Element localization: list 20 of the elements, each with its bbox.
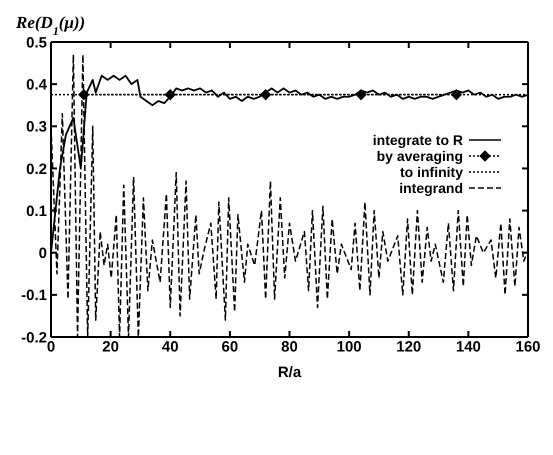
legend-label: to infinity [400,164,464,180]
y-tick-label: 0.2 [26,160,47,178]
x-tick-label: 40 [162,338,179,356]
x-tick-label: 60 [222,338,238,356]
y-tick-label: 0 [38,245,47,262]
x-axis-title: R/a [278,364,302,381]
y-tick-label: 0.4 [26,76,48,94]
legend-label: by averaging [376,148,463,164]
x-tick-label: 100 [336,338,362,356]
x-tick-label: 160 [515,338,541,356]
y-tick-label: -0.2 [21,329,47,346]
y-tick-label: -0.1 [21,287,47,304]
x-tick-label: 80 [281,338,298,356]
x-tick-label: 140 [456,338,481,356]
legend-label: integrand [399,180,463,196]
x-tick-label: 120 [396,338,422,356]
y-tick-label: 0.1 [26,202,47,220]
x-tick-label: 20 [102,338,119,356]
y-tick-label: 0.3 [26,118,47,136]
legend-label: integrate to R [372,132,463,148]
